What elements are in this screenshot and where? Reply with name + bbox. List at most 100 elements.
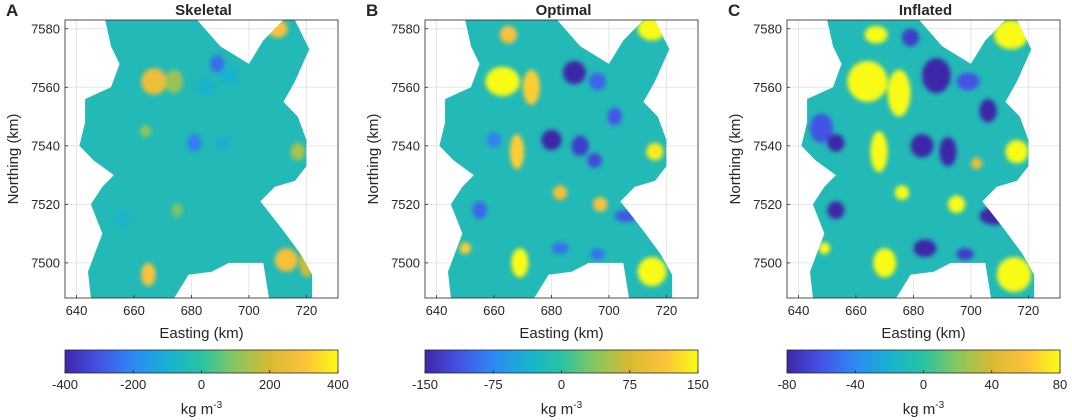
density-anomaly	[947, 195, 966, 214]
x-tick-label: 660	[483, 303, 505, 318]
colorbar-label-base: kg m	[541, 401, 574, 418]
colorbar-gradient	[786, 349, 1061, 374]
colorbar-tick-label: 200	[259, 377, 281, 392]
y-tick-label: 7540	[31, 138, 60, 153]
colorbar-tick-label: 40	[985, 377, 999, 392]
axes-frame	[786, 19, 1061, 299]
x-tick-label: 720	[1018, 303, 1040, 318]
density-anomaly	[637, 257, 667, 287]
axes-frame	[64, 19, 339, 299]
density-anomaly	[541, 129, 562, 151]
density-anomaly	[171, 202, 183, 218]
x-tick-label: 640	[66, 303, 88, 318]
density-anomaly	[588, 72, 607, 91]
density-anomaly	[956, 248, 974, 260]
density-anomaly	[922, 58, 951, 94]
y-tick-label: 7560	[753, 80, 782, 95]
colorbar-tick-label: 75	[623, 377, 637, 392]
density-anomaly	[864, 25, 888, 44]
density-anomaly	[607, 107, 622, 126]
x-tick-label: 660	[123, 303, 145, 318]
colorbar-label-base: kg m	[903, 401, 936, 418]
x-axis-label: Easting (km)	[159, 325, 243, 342]
density-anomaly	[1005, 139, 1029, 164]
density-anomaly	[996, 257, 1032, 293]
x-tick-label: 700	[598, 303, 620, 318]
panel-title: Optimal	[536, 2, 592, 19]
x-tick-label: 700	[238, 303, 260, 318]
density-anomaly	[894, 185, 910, 200]
colorbar-tick-label: 400	[327, 377, 349, 392]
density-anomaly	[522, 69, 540, 105]
panel-letter: C	[728, 1, 740, 20]
y-tick-label: 7580	[753, 21, 782, 36]
colorbar-tick-label: 0	[558, 377, 565, 392]
colorbar-label-base: kg m	[181, 401, 214, 418]
colorbar-tick-label: -200	[120, 377, 146, 392]
panel-c: 640 660 680 700 720 7500 7520 7540 7560 7580 Infla…	[727, 1, 1067, 418]
y-tick-label: 7500	[753, 255, 782, 270]
density-anomaly	[939, 137, 957, 167]
x-axis-label: Easting (km)	[519, 325, 603, 342]
y-axis-label: Northing (km)	[727, 114, 744, 205]
density-anomaly	[956, 72, 980, 91]
density-anomaly	[459, 242, 471, 255]
density-anomaly	[970, 157, 983, 170]
colorbar-label-exponent: -3	[213, 400, 222, 411]
y-tick-label: 7500	[31, 255, 60, 270]
density-anomaly	[827, 201, 845, 219]
colorbar-tick-label: 0	[920, 377, 927, 392]
x-tick-label: 700	[960, 303, 982, 318]
colorbar-label: kg m-3	[541, 400, 583, 418]
colorbar-tick-label: -400	[52, 377, 78, 392]
density-anomaly	[562, 60, 586, 85]
density-anomaly	[827, 134, 845, 152]
density-anomaly	[809, 113, 833, 143]
panel-title: Skeletal	[175, 2, 232, 19]
colorbar-tick-label: -80	[778, 377, 797, 392]
colorbar-label: kg m-3	[181, 400, 223, 418]
colorbar-label-exponent: -3	[573, 400, 582, 411]
density-anomaly	[979, 99, 997, 123]
x-axis-label: Easting (km)	[881, 325, 965, 342]
density-anomaly	[139, 125, 152, 138]
panel-a: 640 660 680 700 720 7500 7520 7540 7560 7580 Skele…	[5, 1, 349, 418]
density-anomaly	[590, 248, 605, 260]
colorbar-tick-label: 80	[1053, 377, 1067, 392]
y-axis-label: Northing (km)	[5, 114, 22, 205]
colorbar-tick-label: 150	[687, 377, 709, 392]
x-tick-label: 680	[903, 303, 925, 318]
colorbar-label: kg m-3	[903, 400, 945, 418]
density-anomaly	[913, 239, 937, 258]
density-anomaly	[290, 142, 305, 161]
density-anomaly	[818, 242, 831, 255]
density-anomaly	[220, 66, 238, 85]
density-anomaly	[847, 60, 888, 102]
density-anomaly	[551, 242, 569, 255]
colorbar: -400 -200 0 200 400 kg m-3	[52, 349, 349, 418]
y-tick-label: 7560	[31, 80, 60, 95]
density-anomaly	[571, 135, 589, 157]
density-anomaly	[165, 69, 183, 94]
density-anomaly	[509, 134, 525, 170]
density-anomaly	[887, 69, 911, 117]
y-tick-label: 7500	[391, 255, 420, 270]
density-anomaly	[993, 20, 1029, 50]
density-anomaly	[215, 137, 231, 149]
panel-letter: B	[366, 1, 378, 20]
colorbar-label-exponent: -3	[935, 400, 944, 411]
x-tick-label: 640	[426, 303, 448, 318]
y-tick-label: 7580	[31, 21, 60, 36]
density-anomaly	[187, 134, 202, 152]
x-tick-label: 720	[296, 303, 318, 318]
x-tick-label: 680	[541, 303, 563, 318]
y-tick-label: 7520	[31, 197, 60, 212]
colorbar-gradient	[424, 349, 699, 374]
density-anomaly	[499, 25, 517, 44]
density-anomaly	[197, 78, 215, 97]
colorbar-tick-label: -40	[846, 377, 865, 392]
density-anomaly	[587, 153, 602, 168]
panel-letter: A	[6, 1, 18, 20]
y-tick-label: 7520	[391, 197, 420, 212]
density-anomaly	[901, 28, 920, 47]
